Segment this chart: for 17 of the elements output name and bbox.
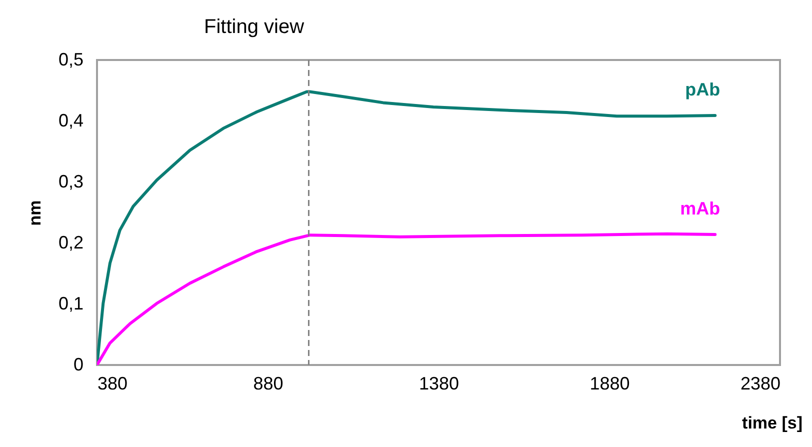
x-axis-title: time [s] <box>742 414 802 432</box>
y-tick-label: 0,4 <box>58 110 84 130</box>
line-series <box>97 232 717 365</box>
y-tick-label: 0,2 <box>58 232 84 252</box>
series-label: pAb <box>685 80 720 100</box>
y-axis-title: nm <box>25 200 44 226</box>
chart-title: Fitting view <box>204 16 305 38</box>
series-label: mAb <box>680 198 720 218</box>
x-tick-label: 380 <box>98 374 128 394</box>
y-tick-label: 0 <box>73 354 84 374</box>
x-tick-label: 1880 <box>590 374 630 394</box>
y-tick-label: 0,5 <box>58 50 84 70</box>
x-tick-label: 880 <box>253 374 284 394</box>
x-tick-label: 2380 <box>740 374 780 394</box>
y-tick-label: 0,3 <box>58 172 84 192</box>
y-tick-label: 0,1 <box>58 294 84 314</box>
x-tick-label: 1380 <box>418 374 460 394</box>
